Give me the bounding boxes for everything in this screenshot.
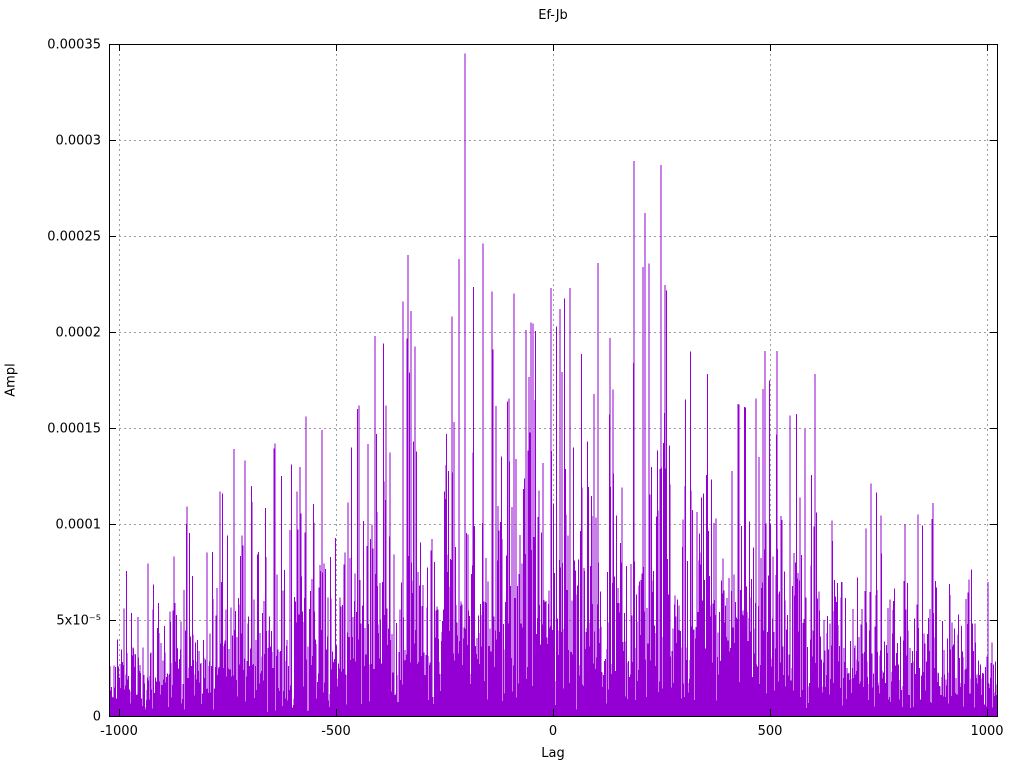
y-tick-label: 0.0003 bbox=[56, 134, 102, 149]
y-axis-label: Ampl bbox=[3, 363, 19, 397]
x-tick-label: -1000 bbox=[100, 724, 138, 739]
y-tick-label: 0.00035 bbox=[47, 38, 101, 53]
y-tick-label: 0 bbox=[93, 710, 101, 725]
y-tick-label: 0.00025 bbox=[47, 230, 101, 245]
tick-marks bbox=[109, 44, 997, 717]
x-tick-label: 0 bbox=[549, 724, 557, 739]
chart-title: Ef-Jb bbox=[538, 8, 568, 23]
y-tick-label: 0.0001 bbox=[56, 518, 102, 533]
x-axis-label: Lag bbox=[541, 746, 565, 761]
y-tick-label: 0.00015 bbox=[47, 422, 101, 437]
x-tick-label: -500 bbox=[321, 724, 351, 739]
y-tick-label: 5x10⁻⁵ bbox=[56, 614, 101, 629]
y-tick-label: 0.0002 bbox=[56, 326, 102, 341]
gridlines bbox=[109, 44, 997, 716]
x-tick-label: 1000 bbox=[970, 724, 1003, 739]
x-tick-label: 500 bbox=[758, 724, 783, 739]
